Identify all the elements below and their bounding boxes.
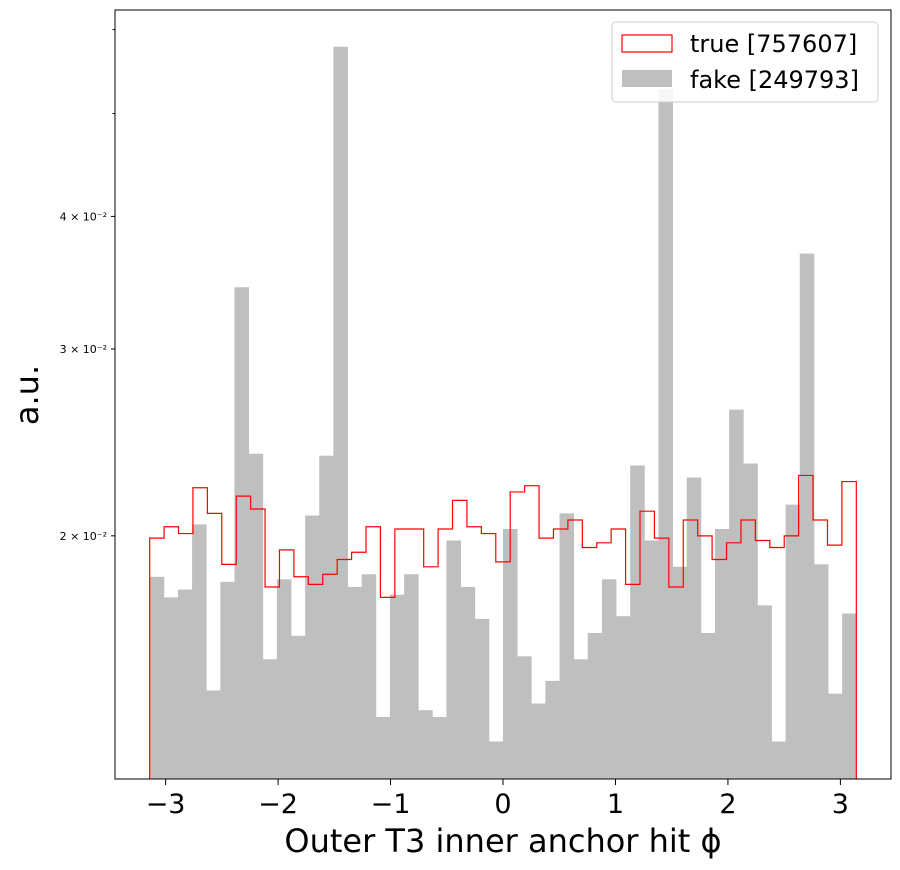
fake-bar (347, 586, 363, 779)
fake-bar (587, 632, 603, 779)
legend-fake-label: fake [249793] (690, 66, 859, 94)
fake-bar (573, 659, 589, 779)
fake-bar (531, 703, 546, 779)
fake-bar (474, 618, 490, 779)
y-tick-label: 3 × 10⁻² (60, 343, 107, 356)
fake-bar (714, 528, 730, 779)
fake-bar (192, 524, 207, 779)
fake-bar (686, 477, 702, 779)
legend-true-swatch (621, 34, 673, 53)
legend: true [757607] fake [249793] (611, 21, 879, 103)
fake-bar (672, 566, 688, 779)
fake-bar (389, 594, 405, 779)
fake-bar (828, 693, 843, 779)
fake-series (149, 46, 857, 780)
fake-bar (630, 465, 645, 779)
x-tick-label: 2 (719, 789, 736, 820)
fake-bar (375, 716, 391, 779)
y-tick-label: 2 × 10⁻² (60, 530, 107, 543)
fake-bar (206, 690, 221, 779)
y-axis: 2 × 10⁻² 3 × 10⁻² 4 × 10⁻² (60, 29, 115, 543)
legend-box (611, 21, 879, 103)
fake-bar (644, 540, 659, 779)
fake-bar (319, 455, 334, 779)
fake-bar (488, 741, 504, 779)
fake-bar (785, 504, 801, 779)
fake-bar (842, 613, 857, 779)
fake-bar (248, 453, 264, 779)
fake-bar (404, 574, 419, 779)
fake-bar (503, 528, 518, 779)
fake-bar (658, 89, 673, 779)
fake-bar (333, 46, 348, 780)
legend-fake-swatch (622, 70, 672, 87)
fake-bar (799, 253, 815, 779)
fake-bar (771, 741, 787, 779)
fake-bar (220, 581, 235, 779)
x-tick-label: 0 (494, 789, 511, 820)
fake-bar (757, 605, 772, 779)
fake-bar (291, 635, 306, 779)
x-tick-label: 1 (607, 789, 624, 820)
fake-bar (177, 589, 193, 779)
fake-bar (149, 576, 165, 779)
x-axis-label: Outer T3 inner anchor hit ϕ (284, 822, 721, 860)
y-axis-label: a.u. (8, 365, 46, 425)
fake-bar (163, 597, 179, 779)
fake-bar (305, 515, 320, 779)
fake-bar (446, 540, 462, 779)
fake-bar (361, 574, 377, 779)
fake-bar (743, 463, 758, 779)
x-axis: −3 −2 −1 0 1 2 3 (146, 779, 849, 820)
legend-true-label: true [757607] (690, 30, 857, 58)
fake-bar (700, 632, 716, 779)
x-tick-label: −3 (146, 789, 186, 820)
fake-bar (234, 287, 250, 779)
fake-bar (262, 659, 278, 779)
fake-bar (559, 513, 575, 779)
fake-bar (813, 564, 829, 779)
x-tick-label: −2 (258, 789, 298, 820)
fake-bar (729, 409, 744, 779)
fake-bar (545, 680, 560, 779)
fake-bar (418, 710, 433, 779)
fake-bar (432, 716, 447, 779)
fake-bar (616, 616, 631, 779)
y-tick-label: 4 × 10⁻² (60, 210, 107, 223)
x-tick-label: 3 (832, 789, 849, 820)
fake-bar (601, 579, 617, 779)
fake-bar (517, 656, 532, 779)
x-tick-label: −1 (371, 789, 411, 820)
true-series-step-line (149, 474, 857, 779)
fake-bar (460, 586, 476, 779)
fake-bar (276, 579, 292, 779)
